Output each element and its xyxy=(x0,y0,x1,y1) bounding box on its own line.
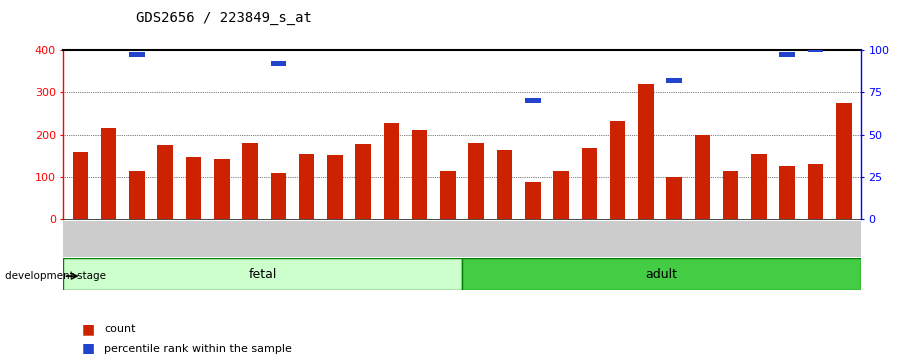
Bar xyxy=(130,52,145,57)
Bar xyxy=(72,152,88,219)
Bar xyxy=(695,135,710,219)
Bar xyxy=(271,173,286,219)
FancyBboxPatch shape xyxy=(462,258,861,290)
Text: ■: ■ xyxy=(82,322,94,336)
Bar xyxy=(130,171,145,219)
Bar xyxy=(554,171,569,219)
Bar xyxy=(751,154,766,219)
Bar xyxy=(468,143,484,219)
Bar xyxy=(582,148,597,219)
Bar xyxy=(554,5,569,10)
Bar xyxy=(723,171,738,219)
Text: development stage: development stage xyxy=(5,271,105,281)
Bar xyxy=(101,128,117,219)
Text: adult: adult xyxy=(645,268,678,281)
Bar xyxy=(779,166,795,219)
Bar xyxy=(299,30,314,35)
Bar xyxy=(807,164,824,219)
Text: fetal: fetal xyxy=(248,268,277,281)
Bar xyxy=(327,155,342,219)
Bar xyxy=(214,159,229,219)
Bar xyxy=(496,150,512,219)
Bar xyxy=(158,145,173,219)
Bar xyxy=(582,13,597,18)
Bar xyxy=(355,144,371,219)
Bar xyxy=(327,30,342,35)
Bar xyxy=(72,22,88,27)
Bar xyxy=(695,42,710,47)
Bar xyxy=(525,98,541,103)
Bar xyxy=(242,143,258,219)
Bar xyxy=(779,52,795,57)
Bar xyxy=(525,182,541,219)
Bar xyxy=(186,30,201,35)
Bar xyxy=(836,103,852,219)
Text: GDS2656 / 223849_s_at: GDS2656 / 223849_s_at xyxy=(136,11,312,25)
Text: percentile rank within the sample: percentile rank within the sample xyxy=(104,344,292,354)
Bar xyxy=(751,44,766,49)
Bar xyxy=(638,84,653,219)
Bar xyxy=(271,61,286,66)
Bar xyxy=(299,154,314,219)
Bar xyxy=(723,39,738,44)
Bar xyxy=(440,39,456,44)
Bar xyxy=(383,122,400,219)
Bar xyxy=(412,130,428,219)
Bar xyxy=(666,78,682,83)
Bar xyxy=(496,5,512,10)
Bar xyxy=(440,171,456,219)
Text: ■: ■ xyxy=(82,342,94,354)
Bar xyxy=(807,47,824,52)
Bar xyxy=(666,177,682,219)
FancyBboxPatch shape xyxy=(63,258,462,290)
Bar xyxy=(610,121,625,219)
Bar xyxy=(186,156,201,219)
Text: count: count xyxy=(104,324,136,334)
